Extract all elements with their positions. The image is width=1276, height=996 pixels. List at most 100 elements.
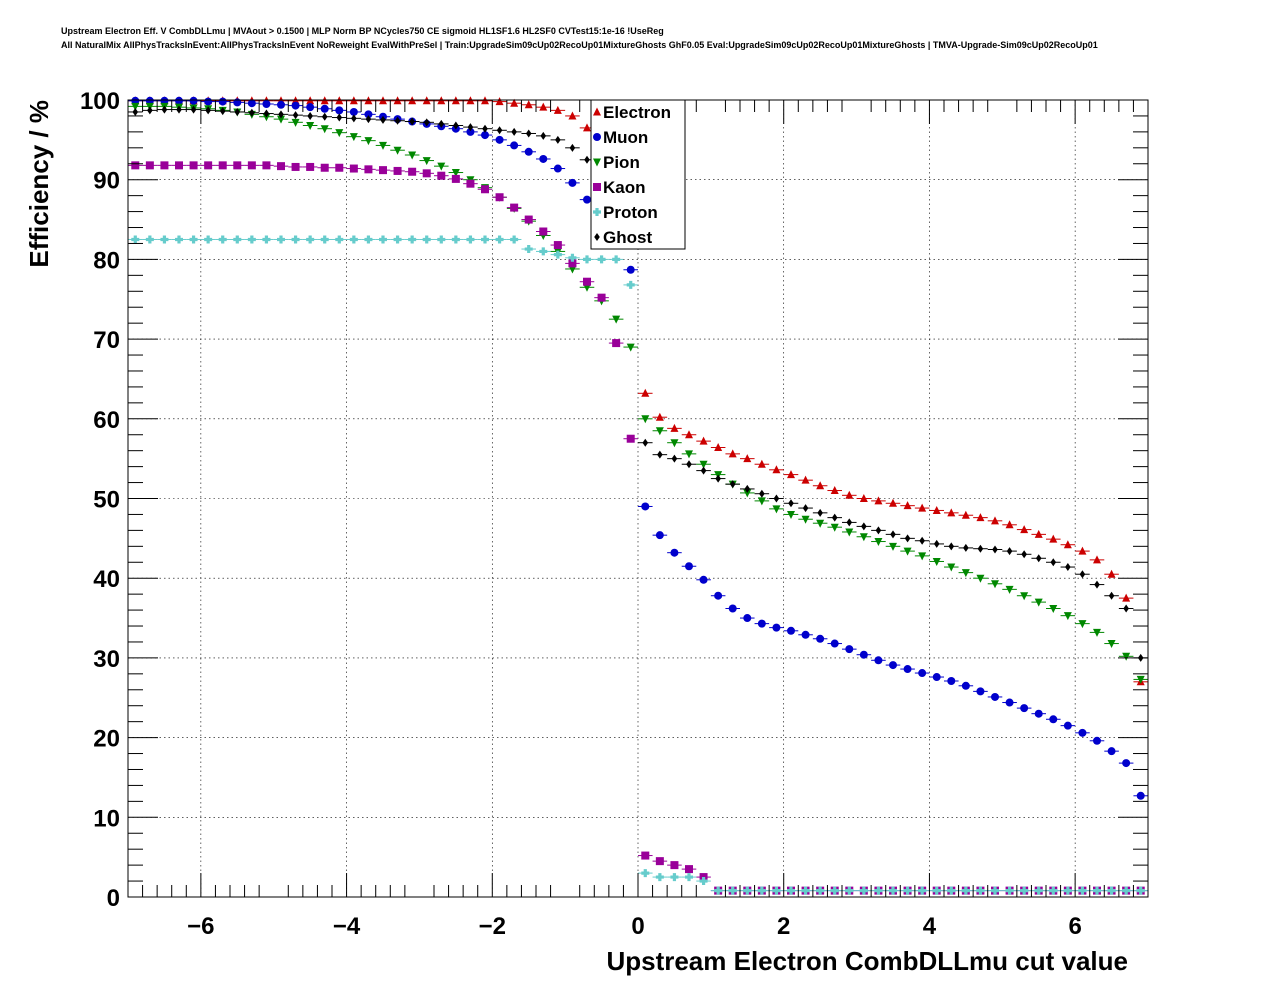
pion-point: [131, 102, 140, 111]
ghost-point: [351, 114, 357, 123]
ghost-point: [904, 534, 911, 543]
proton-point: [306, 235, 315, 244]
ghost-point: [496, 126, 503, 135]
ghost-point: [482, 124, 488, 133]
electron-point: [816, 481, 825, 490]
proton-point: [787, 886, 795, 895]
pion-point: [1122, 652, 1131, 661]
legend-label-ghost: Ghost: [603, 228, 652, 247]
kaon-point: [568, 259, 577, 268]
muon-point: [320, 104, 329, 113]
data-points: [128, 96, 1148, 895]
proton-point: [947, 886, 956, 895]
ghost-point: [861, 522, 867, 531]
pion-point: [830, 523, 839, 532]
chart-title-line-2: All NaturalMix AllPhysTracksInEvent:AllP…: [61, 40, 1098, 50]
ghost-point: [890, 530, 896, 539]
ghost-point: [744, 484, 751, 493]
pion-point: [626, 343, 635, 352]
pion-point: [408, 151, 417, 160]
ghost-point: [802, 504, 809, 513]
ghost-point: [933, 539, 940, 548]
pion-point: [306, 122, 315, 131]
y-tick-label: 10: [93, 805, 120, 832]
proton-point: [364, 235, 373, 244]
electron-point: [772, 465, 781, 474]
proton-point: [145, 235, 154, 244]
proton-point: [801, 886, 810, 895]
legend-label-kaon: Kaon: [603, 178, 646, 197]
ghost-point: [1021, 550, 1027, 559]
kaon-point: [524, 215, 533, 224]
pion-point: [437, 162, 446, 171]
ghost-point: [657, 450, 663, 459]
electron-point: [1078, 546, 1087, 555]
pion-point: [422, 157, 431, 166]
electron-point: [495, 97, 504, 106]
pion-point: [1107, 640, 1116, 649]
electron-point: [801, 475, 810, 484]
x-tick-label: 0: [631, 913, 644, 940]
proton-point: [845, 886, 854, 895]
pion-point: [335, 129, 344, 138]
proton-point: [291, 235, 300, 244]
muon-point: [291, 101, 300, 110]
proton-point: [641, 869, 650, 878]
muon-point: [685, 562, 693, 571]
pion-point: [816, 519, 825, 528]
electron-point: [889, 498, 897, 507]
proton-point: [408, 235, 417, 244]
electron-point: [1107, 569, 1116, 578]
proton-point: [699, 877, 708, 886]
proton-point: [175, 235, 183, 244]
ghost-point: [1108, 591, 1115, 600]
kaon-point: [218, 161, 227, 170]
ghost-point: [1123, 604, 1129, 613]
pion-point: [787, 510, 795, 519]
kaon-point: [597, 293, 606, 302]
electron-point: [743, 454, 752, 463]
y-tick-label: 30: [93, 646, 120, 673]
kaon-point: [189, 161, 198, 170]
legend-marker-kaon: [593, 183, 601, 191]
proton-point: [437, 235, 446, 244]
kaon-point: [349, 164, 358, 173]
x-axis-title: Upstream Electron CombDLLmu cut value: [606, 946, 1128, 976]
muon-point: [1136, 791, 1145, 800]
kaon-point: [481, 185, 489, 194]
electron-point: [1034, 529, 1043, 538]
kaon-point: [247, 161, 256, 170]
pion-point: [859, 533, 868, 542]
muon-point: [175, 96, 183, 105]
kaon-point: [291, 162, 300, 171]
muon-point: [903, 665, 912, 674]
muon-point: [160, 96, 169, 105]
electron-point: [641, 388, 650, 397]
ghost-point: [817, 508, 823, 517]
axis-ticks: [128, 99, 1148, 898]
muon-point: [874, 656, 883, 665]
proton-point: [889, 886, 897, 895]
electron-point: [568, 111, 577, 120]
ghost-point: [249, 108, 255, 117]
electron-point: [655, 412, 664, 421]
kaon-point: [145, 161, 154, 170]
muon-point: [1078, 728, 1087, 737]
legend-marker-ghost: [594, 233, 600, 241]
electron-point: [714, 442, 723, 451]
ghost-point: [686, 460, 692, 469]
electron-point: [583, 123, 591, 132]
ghost-point: [1035, 554, 1042, 563]
electron-point: [976, 513, 985, 522]
proton-point: [626, 280, 635, 289]
proton-point: [393, 235, 402, 244]
kaon-point: [262, 161, 271, 170]
pion-point: [655, 427, 664, 436]
muon-point: [349, 107, 358, 116]
proton-point: [1034, 886, 1043, 895]
muon-point: [947, 677, 956, 686]
kaon-point: [160, 161, 169, 170]
muon-point: [262, 99, 271, 108]
ghost-point: [773, 494, 780, 503]
